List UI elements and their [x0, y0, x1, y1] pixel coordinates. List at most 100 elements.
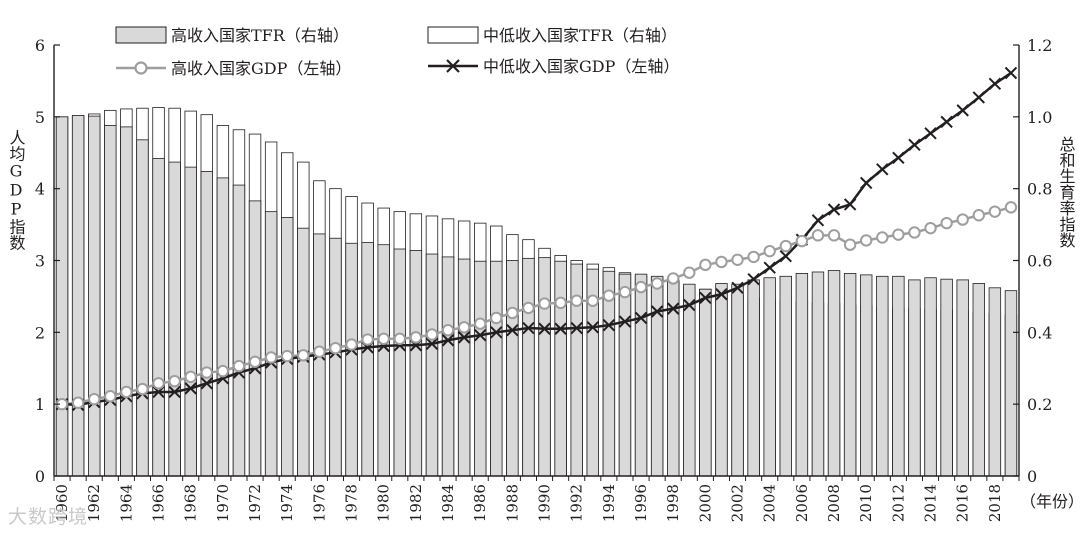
x-tick-label: 1994 [600, 484, 618, 522]
bar-high-tfr-2014 [924, 277, 937, 477]
marker-high-gdp-1980 [377, 332, 390, 345]
marker-high-gdp-1971 [232, 359, 246, 373]
bar-high-tfr-1971 [232, 184, 246, 477]
marker-high-gdp-1962 [88, 392, 101, 406]
marker-high-gdp-2012 [892, 228, 905, 241]
marker-low-gdp-2001 [715, 288, 728, 301]
bar-high-tfr-1983 [425, 253, 439, 477]
x-tick-label: 2004 [761, 484, 779, 522]
marker-high-gdp-1975 [297, 349, 310, 362]
bar-high-tfr-1963 [104, 125, 117, 477]
bar-high-tfr-1982 [409, 250, 423, 477]
bar-high-tfr-2008 [827, 270, 841, 477]
marker-high-gdp-1968 [184, 370, 197, 384]
bar-high-tfr-1967 [168, 161, 181, 477]
marker-low-gdp-1996 [634, 311, 648, 325]
axes-layer: 0 1 2 3 4 5 6 0 0.2 0.4 0.6 0.8 1.0 1.2 1960 1962 1964 19… [35, 36, 1053, 522]
bar-high-tfr-1981 [393, 248, 406, 477]
marker-low-gdp-2009 [843, 198, 857, 211]
legend-label-low-tfr: 中低收入国家TFR（右轴） [483, 26, 677, 45]
x-tick-label: 1976 [310, 484, 328, 522]
bar-high-tfr-2007 [811, 271, 825, 477]
bar-high-tfr-1964 [120, 126, 133, 477]
marker-high-gdp-2000 [699, 258, 712, 272]
marker-high-gdp-1983 [425, 328, 439, 341]
legend-label-high-tfr: 高收入国家TFR（右轴） [171, 26, 349, 45]
marker-high-gdp-1961 [71, 396, 85, 409]
marker-high-gdp-1976 [313, 345, 326, 358]
marker-high-gdp-2002 [731, 253, 744, 266]
marker-high-gdp-1987 [490, 311, 503, 325]
bar-high-tfr-1972 [248, 200, 262, 477]
legend-marker-high-gdp [134, 61, 148, 75]
marker-high-gdp-1967 [168, 374, 181, 388]
bar-high-tfr-1988 [506, 260, 519, 477]
marker-high-gdp-2013 [908, 226, 921, 239]
x-tick-label: 1992 [568, 484, 586, 522]
marker-high-gdp-2006 [795, 234, 809, 248]
x-tick-label: 2008 [825, 484, 843, 522]
bar-high-tfr-1996 [634, 273, 648, 477]
line-layer [55, 66, 1018, 412]
marker-high-gdp-1991 [554, 296, 567, 310]
marker-high-gdp-2010 [860, 234, 873, 247]
marker-high-gdp-1974 [281, 349, 294, 363]
y-left-tick-label: 4 [35, 180, 45, 199]
bar-high-tfr-1989 [522, 257, 535, 477]
x-tick-label: 1978 [343, 484, 361, 522]
bar-high-tfr-1960 [55, 116, 69, 477]
bar-high-tfr-1978 [345, 242, 358, 477]
y-left-tick-label: 3 [35, 252, 45, 271]
marker-high-gdp-1999 [683, 266, 696, 279]
x-tick-label: 2002 [729, 484, 747, 522]
bar-high-tfr-2000 [699, 288, 712, 477]
x-tick-label: 1984 [439, 484, 457, 522]
bar-high-tfr-2016 [956, 279, 969, 477]
marker-low-gdp-1986 [474, 328, 487, 342]
bar-high-tfr-1966 [152, 158, 165, 477]
marker-low-gdp-2002 [731, 281, 744, 295]
marker-high-gdp-2003 [747, 250, 760, 264]
y-right-tick-label: 0.2 [1027, 395, 1052, 414]
marker-high-gdp-1993 [586, 294, 599, 307]
marker-high-gdp-1997 [650, 277, 664, 290]
marker-high-gdp-1998 [667, 272, 680, 285]
marker-high-gdp-1973 [264, 351, 278, 364]
bar-high-tfr-2005 [779, 275, 792, 477]
legend-swatch-high-tfr [115, 26, 167, 44]
marker-high-gdp-2011 [876, 231, 889, 244]
bar-high-tfr-1995 [618, 273, 632, 477]
marker-high-gdp-1984 [441, 323, 455, 337]
legend-label-low-gdp: 中低收入国家GDP（左轴） [483, 57, 679, 76]
marker-high-gdp-1964 [120, 385, 133, 399]
x-tick-label: 1966 [150, 484, 168, 522]
marker-high-gdp-1978 [345, 338, 358, 351]
bar-high-tfr-1973 [264, 211, 278, 477]
marker-high-gdp-1994 [602, 289, 616, 302]
marker-low-gdp-2015 [940, 115, 953, 129]
x-tick-label: 1982 [407, 484, 425, 522]
x-tick-label: 1998 [664, 484, 682, 522]
legend-label-high-gdp: 高收入国家GDP（左轴） [171, 59, 351, 78]
marker-low-gdp-1989 [522, 321, 535, 335]
bar-high-tfr-2010 [860, 274, 873, 477]
marker-low-gdp-1992 [570, 321, 583, 335]
bar-high-tfr-1968 [184, 166, 197, 477]
x-tick-label: 1964 [117, 484, 135, 522]
x-tick-label: 2016 [954, 484, 972, 522]
legend-marker-low-gdp [446, 59, 460, 73]
y-axis-right-title: 总和生育率指数 [1057, 136, 1076, 248]
marker-low-gdp-1969 [200, 377, 213, 390]
bar-high-tfr-2017 [972, 283, 985, 477]
y-right-tick-label: 1.2 [1027, 36, 1052, 55]
marker-high-gdp-1990 [538, 297, 551, 310]
marker-low-gdp-1984 [441, 334, 455, 347]
y-right-tick-label: 0.4 [1027, 323, 1052, 342]
x-tick-label: 1980 [375, 484, 393, 522]
bar-layer [55, 107, 1018, 477]
bar-high-tfr-2003 [747, 279, 760, 477]
x-axis-title: （年份） [1020, 492, 1080, 511]
marker-low-gdp-2012 [892, 151, 905, 164]
y-right-tick-label: 0 [1027, 467, 1037, 486]
marker-low-gdp-1990 [538, 322, 551, 335]
